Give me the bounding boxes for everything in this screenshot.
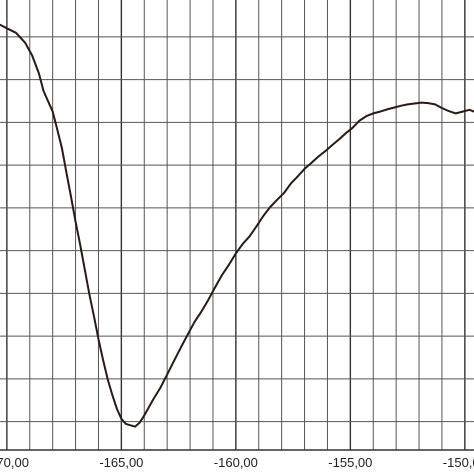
x-tick-label: -150,00 xyxy=(443,455,474,470)
series-line xyxy=(0,23,474,428)
x-axis-ticks: -170,00 -165,00 -160,00 -155,00 -150,00 xyxy=(0,455,474,470)
x-tick-label: -170,00 xyxy=(0,455,29,470)
major-gridlines xyxy=(6,0,466,450)
horizontal-gridlines xyxy=(0,36,474,423)
x-tick-label: -155,00 xyxy=(328,455,372,470)
minor-gridlines xyxy=(29,0,443,450)
x-tick-label: -165,00 xyxy=(99,455,143,470)
x-tick-label: -160,00 xyxy=(214,455,258,470)
